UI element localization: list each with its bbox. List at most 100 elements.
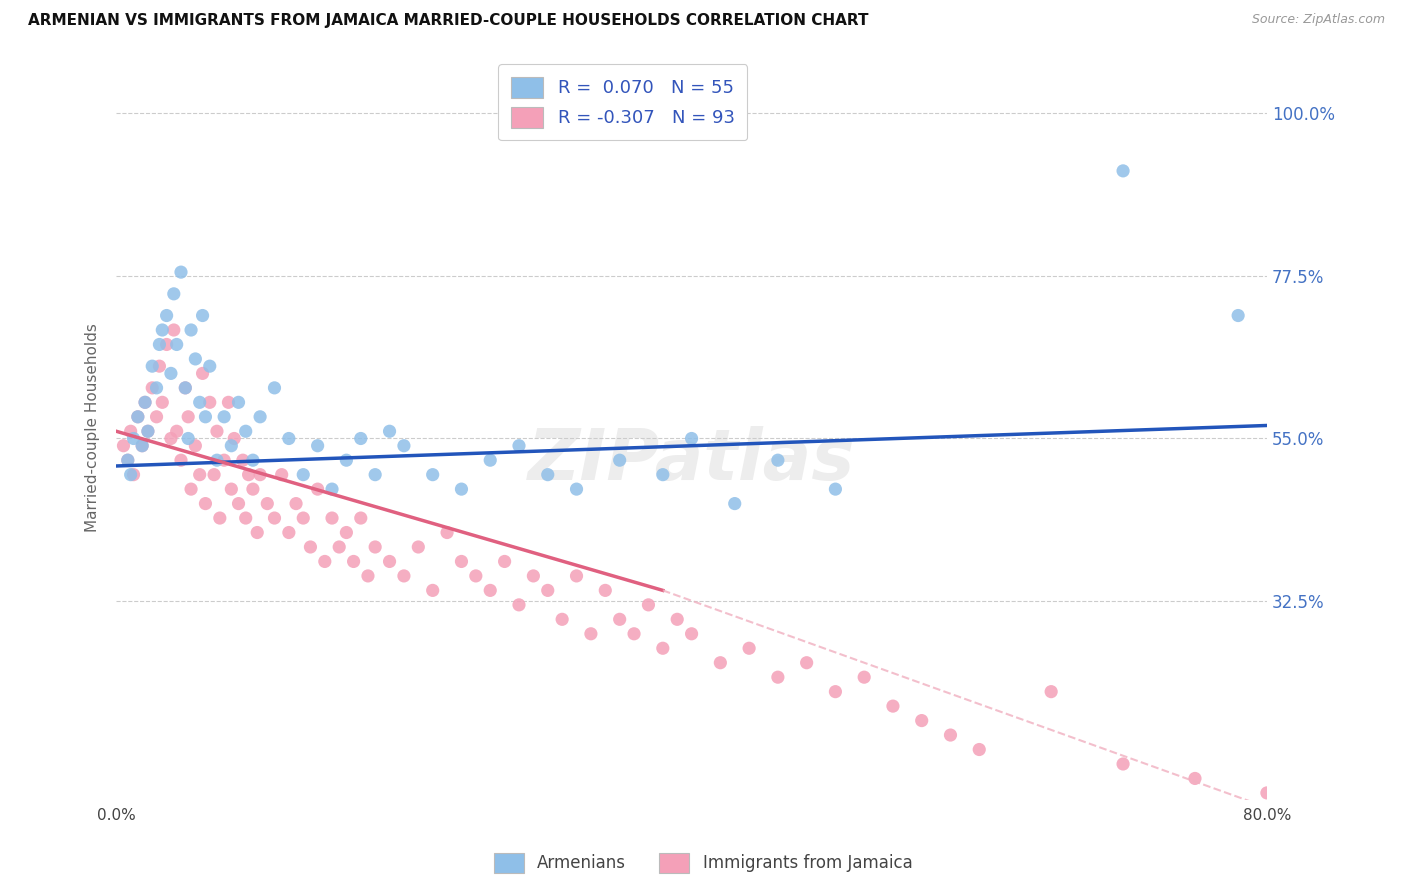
Point: [156, 337, 179, 351]
Point: [205, 424, 228, 438]
Point: [160, 432, 183, 446]
Point: [1327, 800, 1350, 814]
Point: [1112, 756, 1135, 771]
Point: [184, 351, 207, 366]
Point: [136, 424, 159, 438]
Point: [408, 540, 430, 554]
Point: [141, 381, 163, 395]
Legend: Armenians, Immigrants from Jamaica: Armenians, Immigrants from Jamaica: [486, 847, 920, 880]
Point: [551, 612, 574, 626]
Point: [681, 432, 703, 446]
Point: [174, 381, 197, 395]
Point: [249, 409, 271, 424]
Point: [939, 728, 962, 742]
Point: [824, 482, 846, 496]
Point: [242, 482, 264, 496]
Point: [194, 497, 217, 511]
Point: [150, 323, 173, 337]
Point: [766, 670, 789, 684]
Point: [163, 286, 186, 301]
Point: [321, 482, 343, 496]
Point: [202, 467, 225, 482]
Y-axis label: Married-couple Households: Married-couple Households: [86, 323, 100, 533]
Point: [321, 511, 343, 525]
Point: [436, 525, 458, 540]
Point: [350, 511, 373, 525]
Point: [184, 439, 207, 453]
Text: Source: ZipAtlas.com: Source: ZipAtlas.com: [1251, 13, 1385, 27]
Point: [292, 511, 315, 525]
Point: [508, 598, 530, 612]
Point: [166, 424, 188, 438]
Point: [170, 453, 193, 467]
Point: [565, 569, 588, 583]
Point: [177, 409, 200, 424]
Point: [270, 467, 292, 482]
Point: [796, 656, 818, 670]
Text: ZIPatlas: ZIPatlas: [527, 425, 855, 495]
Point: [160, 367, 183, 381]
Point: [177, 432, 200, 446]
Point: [235, 424, 257, 438]
Point: [117, 453, 139, 467]
Point: [174, 381, 197, 395]
Point: [238, 467, 260, 482]
Point: [127, 409, 149, 424]
Point: [208, 511, 231, 525]
Point: [508, 439, 530, 453]
Point: [145, 381, 167, 395]
Point: [738, 641, 761, 656]
Point: [1040, 684, 1063, 698]
Point: [307, 482, 329, 496]
Point: [145, 409, 167, 424]
Point: [666, 612, 689, 626]
Point: [198, 395, 221, 409]
Point: [150, 395, 173, 409]
Point: [148, 337, 170, 351]
Point: [422, 467, 444, 482]
Point: [824, 684, 846, 698]
Point: [479, 583, 502, 598]
Point: [188, 467, 211, 482]
Point: [180, 323, 202, 337]
Point: [217, 395, 239, 409]
Point: [1399, 814, 1406, 829]
Point: [221, 439, 243, 453]
Point: [1227, 309, 1250, 323]
Point: [224, 432, 246, 446]
Point: [134, 395, 156, 409]
Point: [122, 432, 145, 446]
Point: [911, 714, 934, 728]
Point: [191, 367, 214, 381]
Point: [357, 569, 380, 583]
Point: [579, 627, 602, 641]
Point: [299, 540, 322, 554]
Point: [131, 439, 153, 453]
Point: [450, 554, 472, 568]
Point: [170, 265, 193, 279]
Point: [188, 395, 211, 409]
Point: [709, 656, 731, 670]
Point: [364, 467, 387, 482]
Point: [131, 439, 153, 453]
Point: [565, 482, 588, 496]
Point: [198, 359, 221, 373]
Point: [249, 467, 271, 482]
Point: [651, 641, 673, 656]
Point: [191, 309, 214, 323]
Point: [205, 453, 228, 467]
Point: [882, 699, 904, 714]
Point: [136, 424, 159, 438]
Point: [212, 453, 235, 467]
Point: [277, 525, 299, 540]
Point: [1256, 786, 1278, 800]
Point: [307, 439, 329, 453]
Point: [681, 627, 703, 641]
Point: [212, 409, 235, 424]
Point: [277, 432, 299, 446]
Point: [232, 453, 254, 467]
Point: [537, 467, 560, 482]
Point: [228, 497, 250, 511]
Point: [141, 359, 163, 373]
Point: [328, 540, 350, 554]
